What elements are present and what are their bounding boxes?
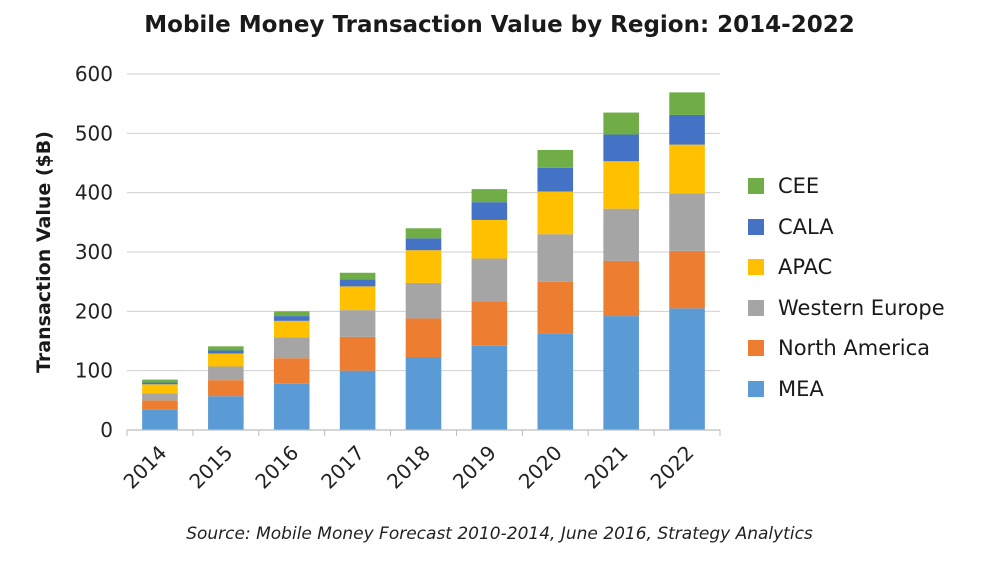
bar-segment bbox=[339, 310, 376, 337]
bar-segment bbox=[537, 234, 574, 282]
x-tick-label: 2020 bbox=[514, 441, 567, 494]
y-tick-label: 200 bbox=[75, 299, 113, 323]
bar-segment bbox=[669, 250, 705, 309]
bar-segment bbox=[537, 191, 574, 235]
bar-segment bbox=[142, 400, 178, 410]
legend-swatch bbox=[748, 178, 764, 195]
bar-segment bbox=[208, 396, 244, 430]
legend-item: Western Europe bbox=[748, 288, 945, 329]
y-tick-label: 0 bbox=[100, 418, 113, 442]
legend-item: APAC bbox=[748, 247, 945, 288]
bar-segment bbox=[471, 202, 508, 220]
x-tick-label: 2015 bbox=[184, 441, 237, 494]
bar-segment bbox=[339, 272, 376, 280]
bar-segment bbox=[142, 393, 178, 401]
bar-segment bbox=[405, 357, 442, 430]
source-note: Source: Mobile Money Forecast 2010-2014,… bbox=[186, 524, 813, 544]
bar-segment bbox=[603, 134, 639, 162]
bar-segment bbox=[537, 333, 574, 430]
legend-label: APAC bbox=[778, 255, 833, 280]
bar-segment bbox=[208, 350, 244, 354]
bar-segment bbox=[273, 320, 310, 338]
axes bbox=[126, 429, 721, 436]
legend-item: MEA bbox=[748, 369, 945, 410]
legend-item: CEE bbox=[748, 166, 945, 207]
bar-segment bbox=[142, 409, 178, 430]
legend: CEE CALA APAC Western Europe North America ME… bbox=[748, 166, 945, 409]
bar-segment bbox=[603, 316, 639, 430]
bar-segment bbox=[208, 353, 244, 367]
legend-label: MEA bbox=[778, 376, 824, 401]
bar-segment bbox=[405, 318, 442, 358]
bar-segment bbox=[603, 161, 639, 209]
legend-swatch bbox=[748, 259, 764, 276]
legend-item: CALA bbox=[748, 207, 945, 248]
chart-title: Mobile Money Transaction Value by Region… bbox=[144, 12, 855, 38]
legend-swatch bbox=[748, 299, 764, 316]
legend-swatch bbox=[748, 380, 764, 397]
x-tick-label: 2018 bbox=[382, 441, 435, 494]
legend-label: CALA bbox=[778, 214, 834, 239]
bar-segment bbox=[669, 308, 705, 430]
x-tick-label: 2022 bbox=[646, 441, 699, 494]
bar-segment bbox=[405, 250, 442, 283]
bar-segment bbox=[471, 219, 508, 259]
legend-swatch bbox=[748, 218, 764, 235]
bar-segment bbox=[603, 260, 639, 317]
bar-segment bbox=[537, 149, 574, 168]
bar-segment bbox=[471, 189, 508, 203]
legend-label: Western Europe bbox=[778, 295, 945, 320]
y-axis-title: Transaction Value ($B) bbox=[33, 131, 55, 373]
bar-segment bbox=[471, 345, 508, 430]
y-tick-label: 600 bbox=[75, 62, 113, 86]
bar-segment bbox=[669, 193, 705, 251]
bar-segment bbox=[471, 301, 508, 346]
bar-segment bbox=[603, 208, 639, 261]
bar-segment bbox=[339, 336, 376, 371]
bar-segment bbox=[471, 258, 508, 302]
bar-segment bbox=[142, 384, 178, 394]
bar-segment bbox=[339, 286, 376, 311]
bar-segment bbox=[405, 282, 442, 319]
bar-segment bbox=[273, 316, 310, 321]
bar-segment bbox=[208, 380, 244, 397]
bar-segment bbox=[537, 167, 574, 192]
bar-segment bbox=[142, 382, 178, 385]
x-tick-label: 2019 bbox=[448, 441, 501, 494]
bar-segment bbox=[273, 311, 310, 317]
x-tick-label: 2021 bbox=[580, 441, 633, 494]
y-tick-label: 500 bbox=[75, 121, 113, 145]
x-tick-label: 2017 bbox=[316, 441, 369, 494]
bar-segment bbox=[273, 383, 310, 430]
y-tick-label: 300 bbox=[75, 240, 113, 264]
bar-segment bbox=[669, 144, 705, 194]
bar-segment bbox=[603, 112, 639, 135]
bar-segment bbox=[142, 379, 178, 383]
bar-segment bbox=[273, 358, 310, 384]
bar-segment bbox=[208, 366, 244, 381]
y-tick-label: 100 bbox=[75, 359, 113, 383]
bar-segment bbox=[405, 238, 442, 251]
x-tick-label: 2014 bbox=[119, 441, 172, 494]
legend-label: CEE bbox=[778, 174, 820, 199]
y-tick-label: 400 bbox=[75, 181, 113, 205]
bar-segment bbox=[339, 279, 376, 287]
bar-segment bbox=[537, 281, 574, 334]
legend-swatch bbox=[748, 340, 764, 357]
x-tick-label: 2016 bbox=[250, 441, 303, 494]
bar-segment bbox=[669, 92, 705, 115]
legend-label: North America bbox=[778, 336, 931, 361]
bar-segment bbox=[208, 346, 244, 351]
bar-segment bbox=[405, 228, 442, 239]
bar-segment bbox=[669, 114, 705, 145]
bar-segment bbox=[339, 370, 376, 430]
bar-segment bbox=[273, 337, 310, 359]
legend-item: North America bbox=[748, 328, 945, 369]
bars bbox=[142, 92, 705, 430]
